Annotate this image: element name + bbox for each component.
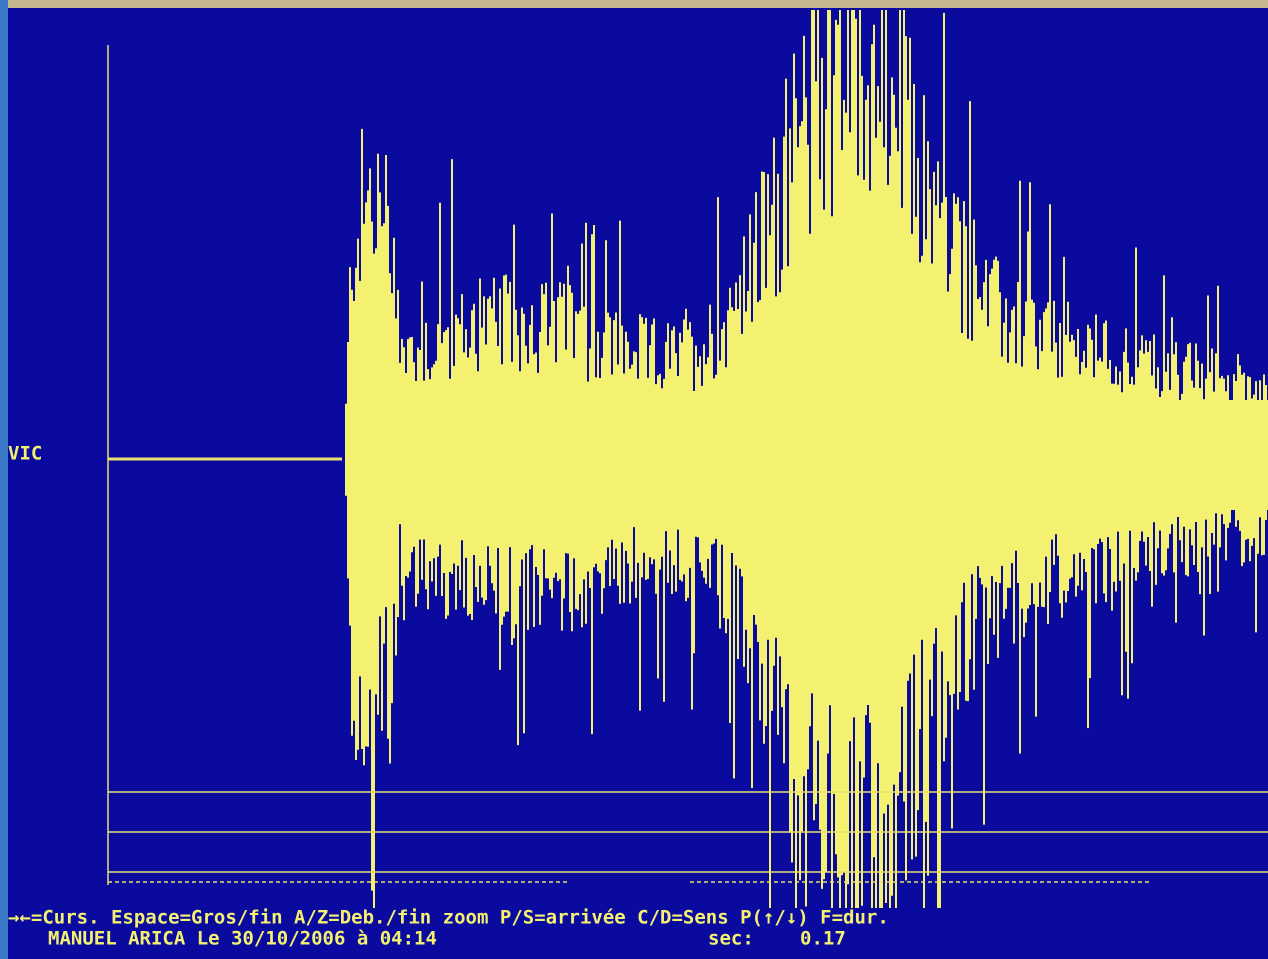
sec-label: sec: [708,928,754,950]
page: VIC →←=Curs. Espace=Gros/fin A/Z=Deb./fi… [0,0,1268,959]
photo-edge-left [0,0,8,959]
screen: VIC →←=Curs. Espace=Gros/fin A/Z=Deb./fi… [0,0,1268,959]
photo-edge-top [0,0,1268,8]
help-line: →←=Curs. Espace=Gros/fin A/Z=Deb./fin zo… [8,907,889,929]
sec-value: 0.17 [800,928,846,950]
event-info: MANUEL ARICA Le 30/10/2006 à 04:14 [48,928,437,950]
waveform-core [348,400,1268,510]
station-label: VIC [8,443,42,465]
